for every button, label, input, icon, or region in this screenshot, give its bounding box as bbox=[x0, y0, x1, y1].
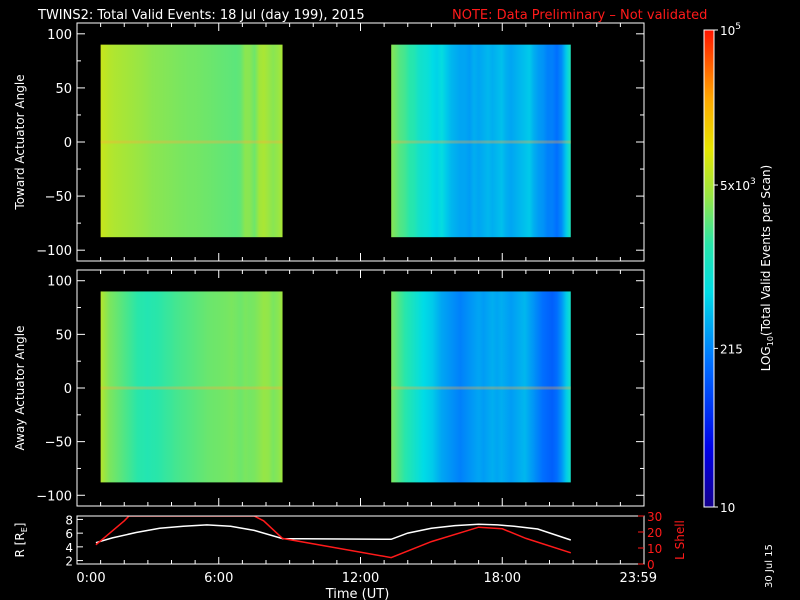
colorbar-tick-exponent: 3 bbox=[750, 177, 756, 187]
colorbar-label: LOG10(Total Valid Events per Scan) bbox=[759, 165, 775, 372]
x-tick-label: 0:00 bbox=[76, 571, 105, 586]
y-right-tick-label: 20 bbox=[647, 526, 662, 540]
y-tick-label: 50 bbox=[55, 82, 72, 97]
y-tick-label: 2 bbox=[65, 555, 73, 569]
x-axis-label: Time (UT) bbox=[325, 587, 390, 600]
y-axis-label: Toward Actuator Angle bbox=[13, 74, 27, 210]
y-axis-label: R [RE] bbox=[13, 523, 29, 558]
y-tick-label: −100 bbox=[36, 244, 72, 259]
x-tick-label: 18:00 bbox=[484, 571, 521, 586]
colorbar-tick-label: 10 bbox=[720, 501, 735, 515]
l-shell-line bbox=[95, 516, 572, 559]
y-right-axis-label: L Shell bbox=[673, 520, 687, 560]
heatmap-block bbox=[391, 44, 571, 238]
panel-frame bbox=[76, 515, 645, 565]
heatmap-block bbox=[100, 44, 283, 238]
colorbar-tick-label: 215 bbox=[720, 342, 743, 356]
heatmap-panel-2: 100 50 0 −50 −100 Away Actuator Angle bbox=[13, 269, 645, 507]
zero-angle-line bbox=[100, 386, 283, 390]
y-tick-label: 50 bbox=[55, 328, 72, 343]
y-right-tick-label: 0 bbox=[647, 558, 655, 572]
figure-title: TWINS2: Total Valid Events: 18 Jul (day … bbox=[38, 8, 365, 23]
y-tick-label: −50 bbox=[45, 190, 72, 205]
y-axis-label-sub: E bbox=[20, 527, 29, 532]
y-axis-label: Away Actuator Angle bbox=[13, 325, 27, 450]
zero-angle-line bbox=[391, 140, 571, 144]
colorbar-tick-label: 5x103 bbox=[720, 177, 756, 193]
x-tick-label: 12:00 bbox=[342, 571, 379, 586]
colorbar-tick-mantissa: 10 bbox=[720, 24, 735, 38]
colorbar-label-prefix: LOG bbox=[759, 346, 773, 371]
y-tick-label: 4 bbox=[65, 541, 73, 555]
colorbar-tick-mantissa: 10 bbox=[720, 501, 735, 515]
heatmap-block bbox=[100, 291, 283, 483]
colorbar-tick-exponent: 5 bbox=[735, 22, 741, 32]
x-tick-label: 23:59 bbox=[620, 571, 657, 586]
heatmap-panel-1: 100 50 0 −50 −100 Toward Actuator Angle bbox=[13, 22, 645, 262]
x-tick-label: 6:00 bbox=[204, 571, 233, 586]
date-stamp: 30 Jul 15 bbox=[764, 544, 775, 588]
heatmap-block bbox=[391, 291, 571, 483]
y-tick-label: 100 bbox=[47, 275, 72, 290]
preliminary-note: NOTE: Data Preliminary – Not validated bbox=[452, 8, 708, 23]
colorbar-tick-mantissa: 5x10 bbox=[720, 179, 750, 193]
colorbar-tick-label: 105 bbox=[720, 22, 741, 38]
y-right-tick-label: 10 bbox=[647, 542, 662, 556]
r-distance-line bbox=[95, 523, 572, 544]
y-tick-label: −50 bbox=[45, 436, 72, 451]
colorbar-label-rest: (Total Valid Events per Scan) bbox=[759, 165, 773, 336]
colorbar-strip bbox=[703, 29, 715, 508]
zero-angle-line bbox=[391, 386, 571, 390]
y-tick-label: 8 bbox=[65, 513, 73, 527]
colorbar-tick-mantissa: 215 bbox=[720, 342, 743, 356]
y-axis-label-main: R [R bbox=[13, 532, 27, 557]
y-tick-label: 100 bbox=[47, 28, 72, 43]
colorbar-label-sub: 10 bbox=[766, 336, 775, 346]
y-tick-label: −100 bbox=[36, 489, 72, 504]
y-tick-label: 0 bbox=[64, 136, 72, 151]
y-axis-label-close: ] bbox=[13, 523, 27, 528]
y-tick-label: 6 bbox=[65, 527, 73, 541]
y-right-tick-label: 30 bbox=[647, 510, 662, 524]
y-tick-label: 0 bbox=[64, 382, 72, 397]
zero-angle-line bbox=[100, 140, 283, 144]
